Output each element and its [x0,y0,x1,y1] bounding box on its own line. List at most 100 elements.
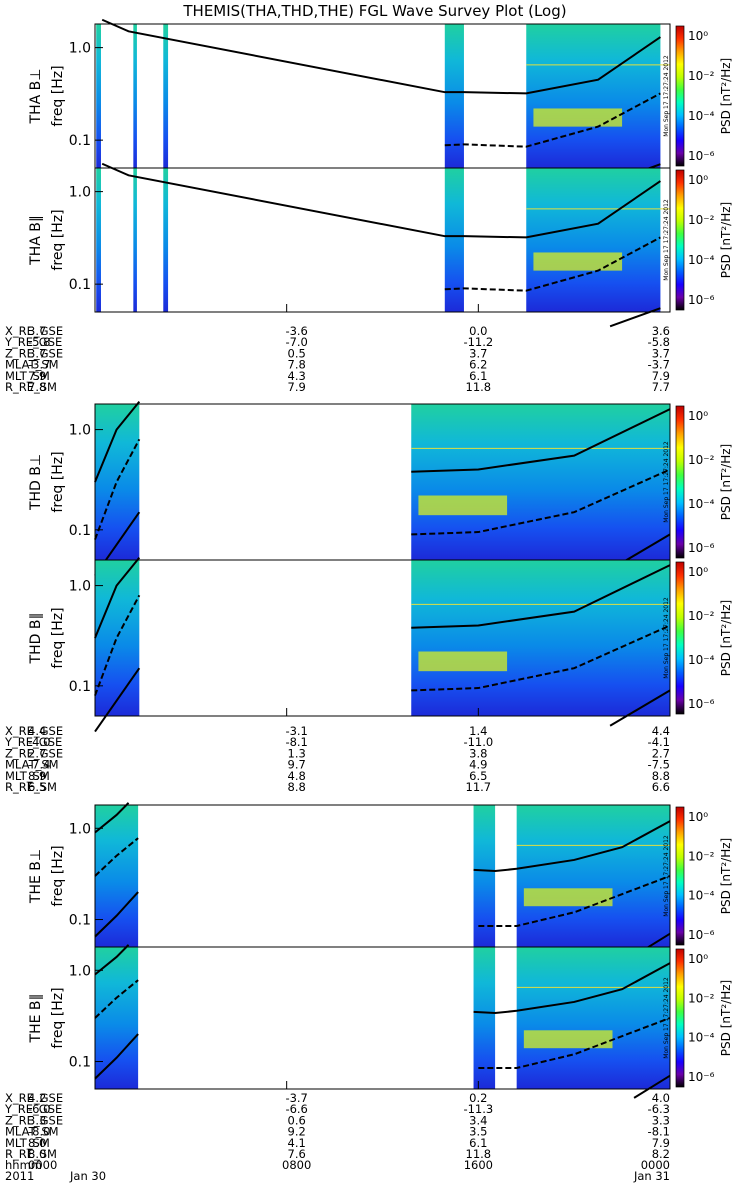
ephemeris-value: 6.2 [469,358,487,372]
colorbar-tick-label: 10⁻⁶ [688,697,715,711]
ephemeris-value: 4.3 [288,369,306,383]
colorbar-tick-label: 10⁻⁶ [688,1070,715,1084]
ephemeris-label: Y_RE_GSE [4,335,62,349]
ephemeris-value: 3.8 [469,746,487,760]
ephemeris-value: 8.0 [28,1147,46,1161]
ephemeris-value: 2.7 [652,746,670,760]
ephemeris-value: 7.9 [652,1136,670,1150]
colorbar-tick-label: 10⁻² [688,213,715,227]
ephemeris-value: -8.1 [285,735,307,749]
ephemeris-value: 4.9 [469,758,487,772]
y-tick-label: 1.0 [69,423,91,439]
ephemeris-value: 11.8 [466,1147,492,1161]
ephemeris-value: 11.8 [466,380,492,394]
ephemeris-value: 4.4 [28,724,46,738]
y-axis-label: freq [Hz] [50,65,66,126]
ephemeris-value: 1.4 [469,724,487,738]
ephemeris-value: 6.1 [469,369,487,383]
y-tick-label: 1.0 [69,41,91,57]
colorbar-label: PSD [nT²/Hz] [719,58,733,134]
colorbar-label: PSD [nT²/Hz] [719,980,733,1056]
data-interval [526,168,661,312]
y-tick-label: 0.1 [69,679,91,695]
timestamp-stamp: Mon Sep 17 17:27:24 2012 [663,597,670,679]
ephemeris-value: -8.0 [28,1125,50,1139]
freq-line [94,401,141,483]
ephemeris-value: -4.1 [648,735,670,749]
ephemeris-label: Z_RE_GSE [5,1113,63,1127]
data-interval [163,168,169,312]
ephemeris-value: 8.0 [28,1136,46,1150]
ephemeris-value: 4.1 [288,1136,306,1150]
ephemeris-label: MLAT_SM [5,358,59,372]
colorbar [675,561,685,715]
freq-line [633,1074,671,1099]
freq-line [609,689,671,727]
colorbar-tick-label: 10⁻⁶ [688,541,715,555]
time-tick-label: 0000 [28,1158,57,1172]
ephemeris-label: Y_RE_GSE [4,1102,62,1116]
ephemeris-value: 7.9 [28,369,46,383]
ephemeris-value: -4.0 [28,735,50,749]
ephemeris-value: -11.0 [463,735,493,749]
freq-line [94,837,139,877]
y-tick-label: 0.1 [69,523,91,539]
freq-line [94,438,141,540]
panel-the-4: 1.0 0.1 THE B⊥ freq [Hz] 10⁰ 10⁻² 10⁻⁴ 10⁻⁶ PSD … [28,802,733,957]
timestamp-stamp: Mon Sep 17 17:27:24 2012 [663,977,670,1059]
y-tick-label: 0.1 [69,1055,91,1071]
ephemeris-label: X_RE_GSE [5,1091,63,1105]
panel-thd-3: 1.0 0.1 THD B∥ freq [Hz] 10⁰ 10⁻² 10⁻⁴ 10⁻⁶ PSD … [28,557,733,733]
colorbar-tick-label: 10⁻² [688,849,715,863]
colorbar-label: PSD [nT²/Hz] [719,202,733,278]
ephemeris-value: -11.2 [463,335,493,349]
freq-line [101,18,661,95]
ephemeris-value: -11.3 [463,1102,493,1116]
colorbar-tick-label: 10⁻² [688,453,715,467]
y-tick-label: 1.0 [69,185,91,201]
ephemeris-value: 3.6 [652,324,670,338]
ephemeris-label: X_RE_GSE [5,724,63,738]
freq-line [444,236,661,292]
timestamp-stamp: Mon Sep 17 17:27:24 2012 [663,835,670,917]
ephemeris-value: 9.2 [288,1125,306,1139]
ephemeris-value: 4.2 [28,1091,46,1105]
colorbar-tick-label: 10⁻² [688,991,715,1005]
ephemeris-value: 0.0 [469,324,487,338]
colorbar-tick-label: 10⁰ [688,952,708,966]
colorbar-label: PSD [nT²/Hz] [719,444,733,520]
panel-label: THE B⊥ [28,849,44,904]
ephemeris-label: R_RE_SM [5,380,57,394]
freq-line [101,162,661,239]
panel-the-5: 1.0 0.1 THE B∥ freq [Hz] 10⁰ 10⁻² 10⁻⁴ 10⁻⁶ PSD … [28,944,733,1099]
panel-frame [94,946,671,1090]
time-tick-label: 0800 [282,1158,311,1172]
date-row-label: 2011 [5,1169,34,1183]
ephemeris-value: 3.7 [28,324,46,338]
ephemeris-value: -8.1 [648,1125,670,1139]
freq-line [473,962,671,1015]
panel-frame [94,167,671,313]
wave-enhancement [418,651,508,672]
data-interval [473,947,496,1089]
freq-line [473,820,671,873]
ephemeris-value: 7.8 [28,380,46,394]
freq-line [609,307,661,328]
colorbar-tick-label: 10⁻⁶ [688,149,715,163]
ephemeris-value: 4.8 [288,769,306,783]
ephemeris-value: 6.6 [652,780,670,794]
ephemeris-value: -3.6 [285,324,307,338]
freq-line [411,468,671,536]
ephemeris-value: -3.7 [648,358,670,372]
wave-enhancement [523,1030,613,1049]
freq-line [478,1017,671,1069]
freq-line [94,557,141,639]
ephemeris-value: 4.0 [652,1091,670,1105]
ephemeris-value: 8.9 [28,769,46,783]
plot-title: THEMIS(THA,THD,THE) FGL Wave Survey Plot… [182,2,566,20]
ephemeris-value: 3.7 [28,346,46,360]
y-tick-label: 1.0 [69,579,91,595]
data-interval [516,805,670,947]
